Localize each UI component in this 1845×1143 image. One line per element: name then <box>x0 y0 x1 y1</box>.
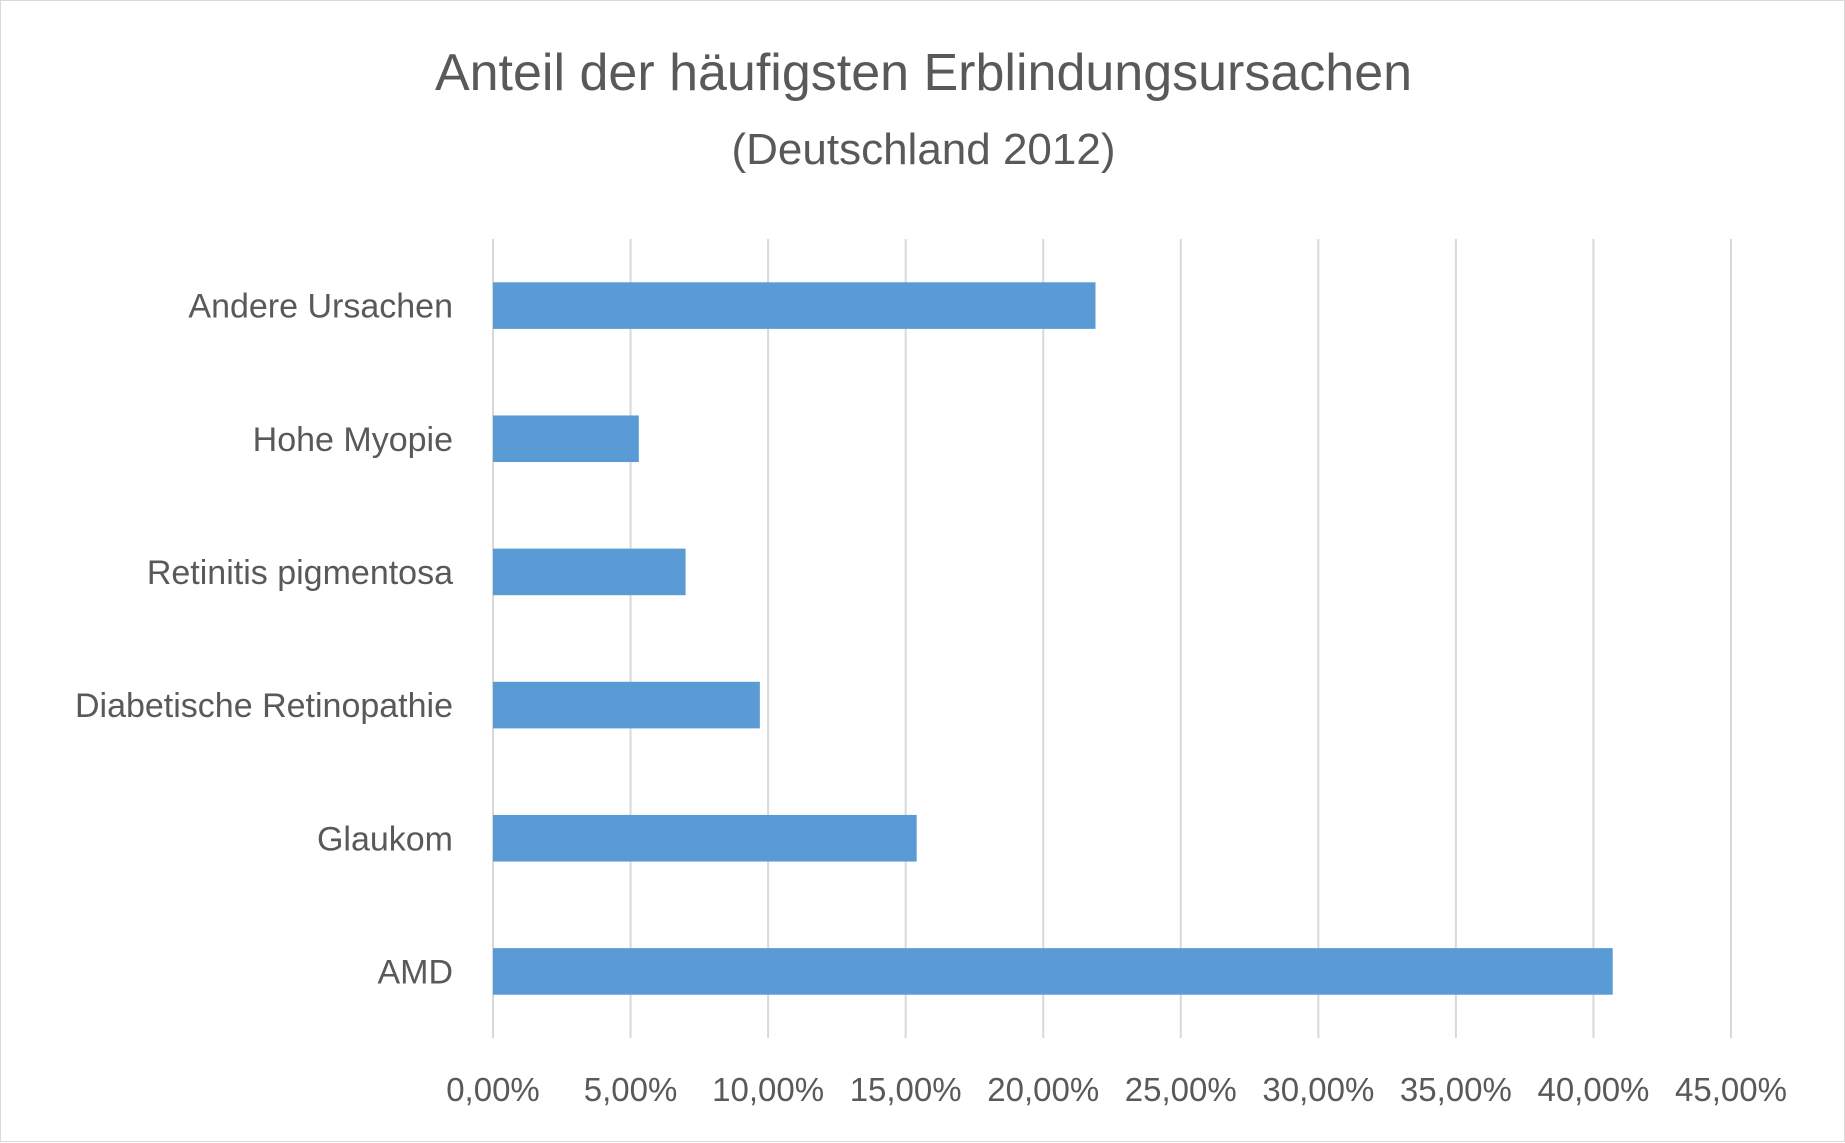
x-tick-label-9: 45,00% <box>1675 1071 1787 1108</box>
chart-title: Anteil der häufigsten Erblindungsursache… <box>434 44 1413 102</box>
chart-subtitle: (Deutschland 2012) <box>731 125 1116 174</box>
x-tick-label-1: 5,00% <box>584 1071 678 1108</box>
bar-amd <box>493 948 1613 995</box>
category-label-0: AMD <box>377 953 453 991</box>
x-tick-label-0: 0,00% <box>446 1071 540 1108</box>
category-label-5: Andere Ursachen <box>188 288 453 326</box>
bar-diabetische-retinopathie <box>493 681 760 729</box>
category-label-2: Diabetische Retinopathie <box>75 687 453 725</box>
bar-hohe-myopie <box>493 415 639 463</box>
x-tick-label-4: 20,00% <box>987 1071 1099 1108</box>
bar-retinitis-pigmentosa <box>493 548 686 596</box>
bar-glaukom <box>493 814 917 862</box>
category-label-3: Retinitis pigmentosa <box>147 554 453 592</box>
x-tick-label-3: 15,00% <box>850 1071 962 1108</box>
category-label-4: Hohe Myopie <box>253 421 453 459</box>
x-tick-label-2: 10,00% <box>712 1071 824 1108</box>
x-tick-label-6: 30,00% <box>1262 1071 1374 1108</box>
x-tick-label-7: 35,00% <box>1400 1071 1512 1108</box>
bar-andere-ursachen <box>493 282 1096 329</box>
category-label-1: Glaukom <box>317 820 453 858</box>
x-tick-label-5: 25,00% <box>1125 1071 1237 1108</box>
x-tick-label-8: 40,00% <box>1537 1071 1649 1108</box>
